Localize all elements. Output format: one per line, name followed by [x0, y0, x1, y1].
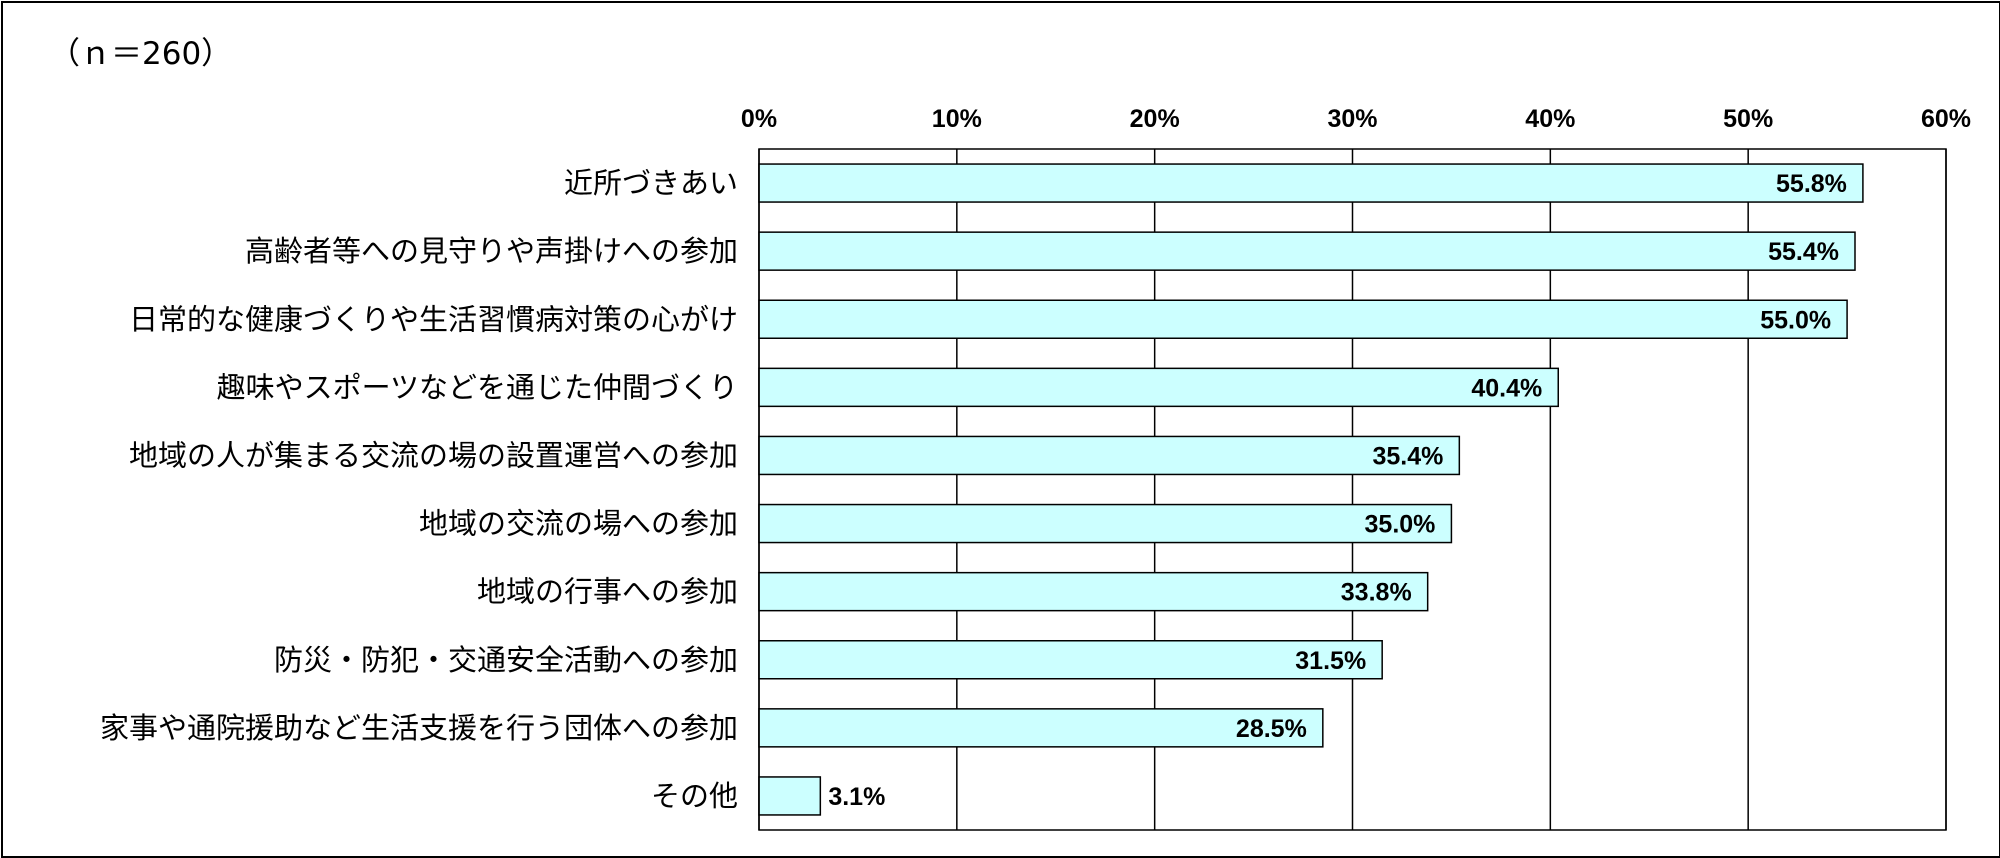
bar: [758, 299, 1848, 339]
bar: [758, 435, 1461, 476]
x-tick-label: 0%: [741, 105, 777, 133]
x-tick-label: 20%: [1130, 105, 1180, 133]
bar: [758, 776, 822, 816]
plot-area-border: [758, 148, 1947, 831]
bar: [758, 367, 1559, 408]
category-label: 家事や通院援助など生活支援を行う団体への参加: [100, 711, 738, 745]
bar: [758, 163, 1864, 203]
bar: [758, 571, 1429, 612]
category-label: 高齢者等への見守りや声掛けへの参加: [245, 234, 738, 268]
data-label: 33.8%: [1341, 579, 1412, 607]
bar-chart: （ｎ＝260） 0% 10% 20% 30% 40% 50% 60% 近所づきあい高齢者等へ…: [49, 36, 1971, 831]
data-label: 31.5%: [1295, 647, 1366, 675]
data-label: 55.4%: [1768, 238, 1839, 266]
bar: [758, 640, 1383, 680]
data-label: 3.1%: [828, 783, 885, 811]
x-tick-label: 40%: [1525, 105, 1575, 133]
data-label: 40.4%: [1471, 374, 1542, 402]
category-label: 地域の人が集まる交流の場の設置運営への参加: [129, 438, 738, 472]
category-labels: 近所づきあい高齢者等への見守りや声掛けへの参加日常的な健康づくりや生活習慣病対策…: [100, 166, 738, 813]
data-labels: 55.8% 55.4% 55.0% 40.4% 35.4% 35.0% 33.8% 31.5%…: [828, 170, 1847, 811]
x-tick-label: 10%: [932, 105, 982, 133]
bar: [758, 231, 1856, 271]
category-label: 地域の行事への参加: [477, 575, 738, 609]
data-label: 28.5%: [1236, 715, 1307, 743]
bar: [758, 503, 1453, 544]
category-label: 日常的な健康づくりや生活習慣病対策の心がけ: [129, 302, 738, 336]
category-label: 近所づきあい: [564, 166, 738, 200]
category-label: 地域の交流の場への参加: [419, 507, 738, 541]
data-label: 35.0%: [1365, 511, 1436, 539]
category-label: 趣味やスポーツなどを通じた仲間づくり: [217, 370, 738, 404]
data-label: 55.8%: [1776, 170, 1847, 198]
category-label: 防災・防犯・交通安全活動への参加: [274, 643, 738, 677]
sample-size-note: （ｎ＝260）: [49, 36, 232, 72]
x-tick-label: 50%: [1723, 105, 1773, 133]
bars: [758, 163, 1864, 816]
x-axis-ticks: 0% 10% 20% 30% 40% 50% 60%: [741, 105, 1971, 133]
category-label: その他: [651, 779, 738, 813]
data-label: 55.0%: [1760, 306, 1831, 334]
x-tick-label: 60%: [1921, 105, 1971, 133]
data-label: 35.4%: [1372, 442, 1443, 470]
x-tick-label: 30%: [1327, 105, 1377, 133]
